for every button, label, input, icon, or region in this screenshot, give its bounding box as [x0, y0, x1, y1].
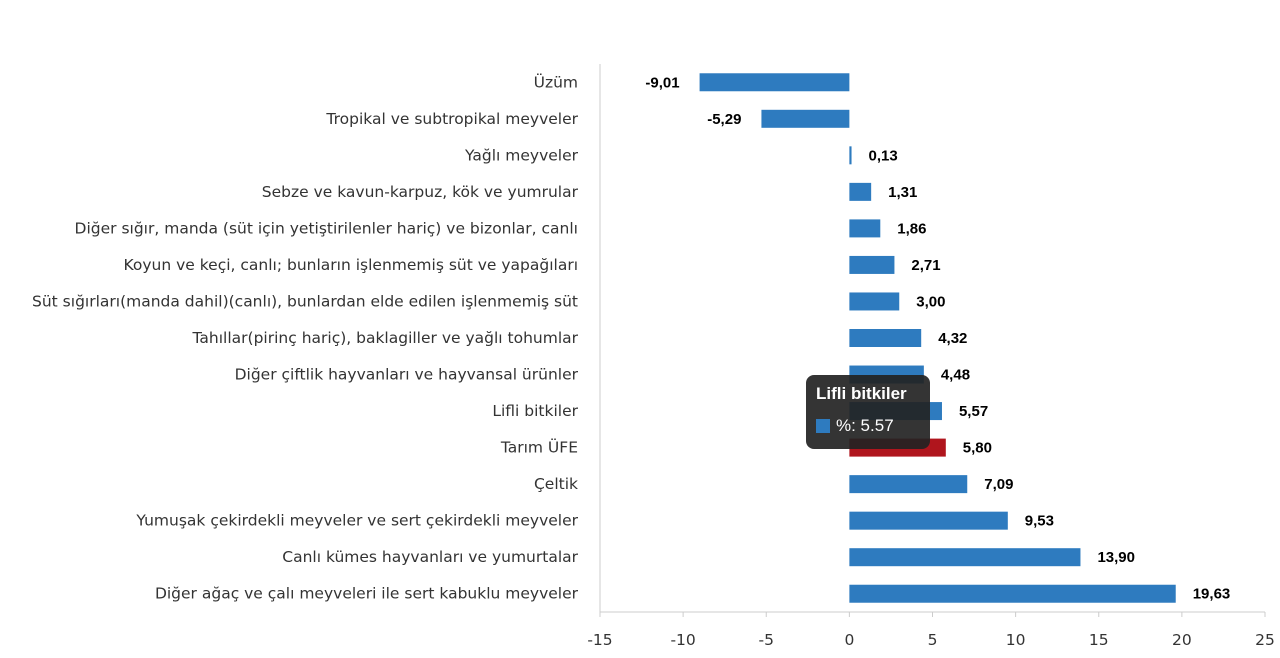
- x-tick-label: 10: [1006, 631, 1026, 649]
- tooltip: Lifli bitkiler %: 5.57: [806, 375, 930, 449]
- data-label: 7,09: [984, 476, 1013, 493]
- category-label: Tarım ÜFE: [500, 438, 578, 457]
- category-label: Diğer ağaç ve çalı meyveleri ile sert ka…: [155, 585, 579, 603]
- data-label: 5,57: [959, 403, 988, 420]
- data-label: 5,80: [963, 440, 992, 457]
- data-label: 4,48: [941, 367, 970, 384]
- category-label: Yağlı meyveler: [464, 146, 579, 164]
- x-tick-label: -15: [587, 631, 612, 649]
- tooltip-row: %: 5.57: [816, 416, 920, 436]
- category-label: Çeltik: [534, 475, 578, 493]
- bar[interactable]: [849, 292, 900, 311]
- category-label: Koyun ve keçi, canlı; bunların işlenmemi…: [124, 256, 579, 274]
- data-label: 1,31: [888, 184, 917, 201]
- category-label: Canlı kümes hayvanları ve yumurtalar: [282, 548, 578, 566]
- x-tick-label: 0: [844, 631, 854, 649]
- bar[interactable]: [849, 329, 922, 347]
- x-tick-label: -5: [759, 631, 774, 649]
- x-tick-label: 25: [1255, 631, 1275, 649]
- data-label: 19,63: [1193, 586, 1231, 603]
- data-label: -9,01: [645, 74, 679, 91]
- tooltip-title: Lifli bitkiler: [816, 384, 907, 403]
- bar[interactable]: [699, 73, 850, 92]
- tooltip-value: %: 5.57: [836, 416, 894, 435]
- bar[interactable]: [761, 109, 850, 128]
- bar[interactable]: [849, 255, 895, 274]
- bar[interactable]: [849, 146, 852, 165]
- bar[interactable]: [849, 584, 1176, 603]
- x-tick-label: 5: [928, 631, 938, 649]
- data-label: -5,29: [707, 111, 741, 128]
- bar[interactable]: [849, 182, 872, 201]
- data-labels: -9,01 -5,29 0,13 1,31 1,86 2,71 3,00 4,32 4,48 5,…: [645, 74, 1230, 602]
- category-label: Sebze ve kavun-karpuz, kök ve yumrular: [262, 183, 579, 201]
- bar[interactable]: [849, 548, 1081, 567]
- x-tick-label: 15: [1089, 631, 1109, 649]
- category-label: Tahıllar(pirinç hariç), baklagiller ve y…: [192, 329, 579, 347]
- data-label: 3,00: [916, 293, 945, 310]
- data-label: 9,53: [1025, 513, 1054, 530]
- category-label: Yumuşak çekirdekli meyveler ve sert çeki…: [135, 512, 578, 530]
- x-axis-ticks: -15 -10 -5 0 5 10 15 20 25: [587, 612, 1275, 649]
- category-label: Süt sığırları(manda dahil)(canlı), bunla…: [32, 292, 578, 310]
- data-label: 13,90: [1097, 549, 1135, 566]
- category-label: Tropikal ve subtropikal meyveler: [325, 110, 578, 128]
- tooltip-swatch: [816, 419, 830, 433]
- x-tick-label: 20: [1172, 631, 1192, 649]
- data-label: 2,71: [911, 257, 940, 274]
- category-labels: Üzüm Tropikal ve subtropikal meyveler Yağl…: [32, 72, 579, 602]
- category-label: Üzüm: [534, 72, 578, 91]
- bar[interactable]: [849, 219, 881, 238]
- bar[interactable]: [849, 511, 1008, 530]
- category-label: Lifli bitkiler: [492, 402, 578, 420]
- data-label: 1,86: [897, 220, 926, 237]
- bar[interactable]: [849, 475, 968, 494]
- category-label: Diğer sığır, manda (süt için yetiştirile…: [75, 219, 578, 237]
- x-tick-label: -10: [670, 631, 695, 649]
- data-label: 0,13: [869, 147, 898, 164]
- data-label: 4,32: [938, 330, 967, 347]
- category-label: Diğer çiftlik hayvanları ve hayvansal ür…: [235, 366, 579, 384]
